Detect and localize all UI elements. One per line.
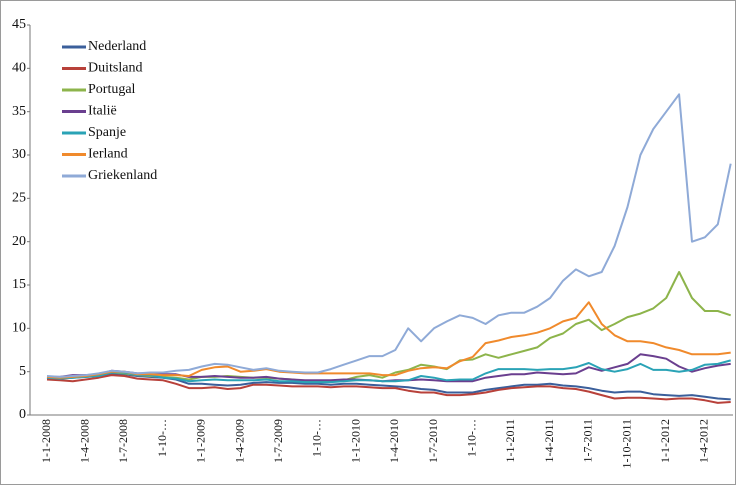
x-tick-label: 1-10-… — [464, 419, 478, 457]
series-line — [46, 372, 731, 401]
x-tick-label: 1-10-… — [310, 419, 324, 457]
x-tick-label: 1-7-2011 — [581, 419, 595, 463]
series-line — [46, 359, 731, 384]
x-tick-label: 1-10-2011 — [619, 419, 633, 469]
legend-label: Ierland — [88, 147, 128, 162]
y-tick-label: 0 — [19, 407, 26, 422]
x-tick-label: 1-4-2011 — [542, 419, 556, 463]
y-tick-label: 35 — [12, 104, 26, 119]
y-tick-label: 15 — [12, 277, 26, 292]
x-tick-label: 1-1-2010 — [348, 419, 362, 463]
legend-label: Duitsland — [88, 61, 142, 76]
series-line — [46, 301, 731, 379]
x-tick-label: 1-4-2008 — [77, 419, 91, 463]
y-tick-label: 25 — [12, 191, 26, 206]
x-tick-label: 1-4-2010 — [387, 419, 401, 463]
x-tick-label: 1-1-2009 — [194, 419, 208, 463]
x-tick-label: 1-1-2012 — [658, 419, 672, 463]
x-tick-label: 1-4-2012 — [697, 419, 711, 463]
x-tick-label: 1-10-… — [155, 419, 169, 457]
x-tick-label: 1-7-2009 — [271, 419, 285, 463]
legend-label: Griekenland — [88, 168, 157, 183]
y-tick-label: 20 — [12, 234, 26, 249]
x-tick-label: 1-1-2011 — [503, 419, 517, 463]
legend-label: Spanje — [88, 125, 126, 140]
y-tick-label: 45 — [12, 17, 26, 32]
legend-label: Portugal — [88, 82, 136, 97]
y-tick-label: 40 — [12, 61, 26, 76]
y-tick-label: 30 — [12, 147, 26, 162]
y-tick-label: 5 — [19, 364, 26, 379]
legend-label: Nederland — [88, 39, 146, 54]
legend-label: Italië — [88, 104, 117, 119]
series-line — [46, 271, 732, 383]
x-tick-label: 1-4-2009 — [232, 419, 246, 463]
x-tick-label: 1-7-2010 — [426, 419, 440, 463]
y-tick-label: 10 — [12, 321, 26, 336]
series-line — [46, 374, 731, 404]
x-tick-label: 1-1-2008 — [39, 419, 53, 463]
x-tick-label: 1-7-2008 — [116, 419, 130, 463]
series-line — [46, 93, 732, 378]
